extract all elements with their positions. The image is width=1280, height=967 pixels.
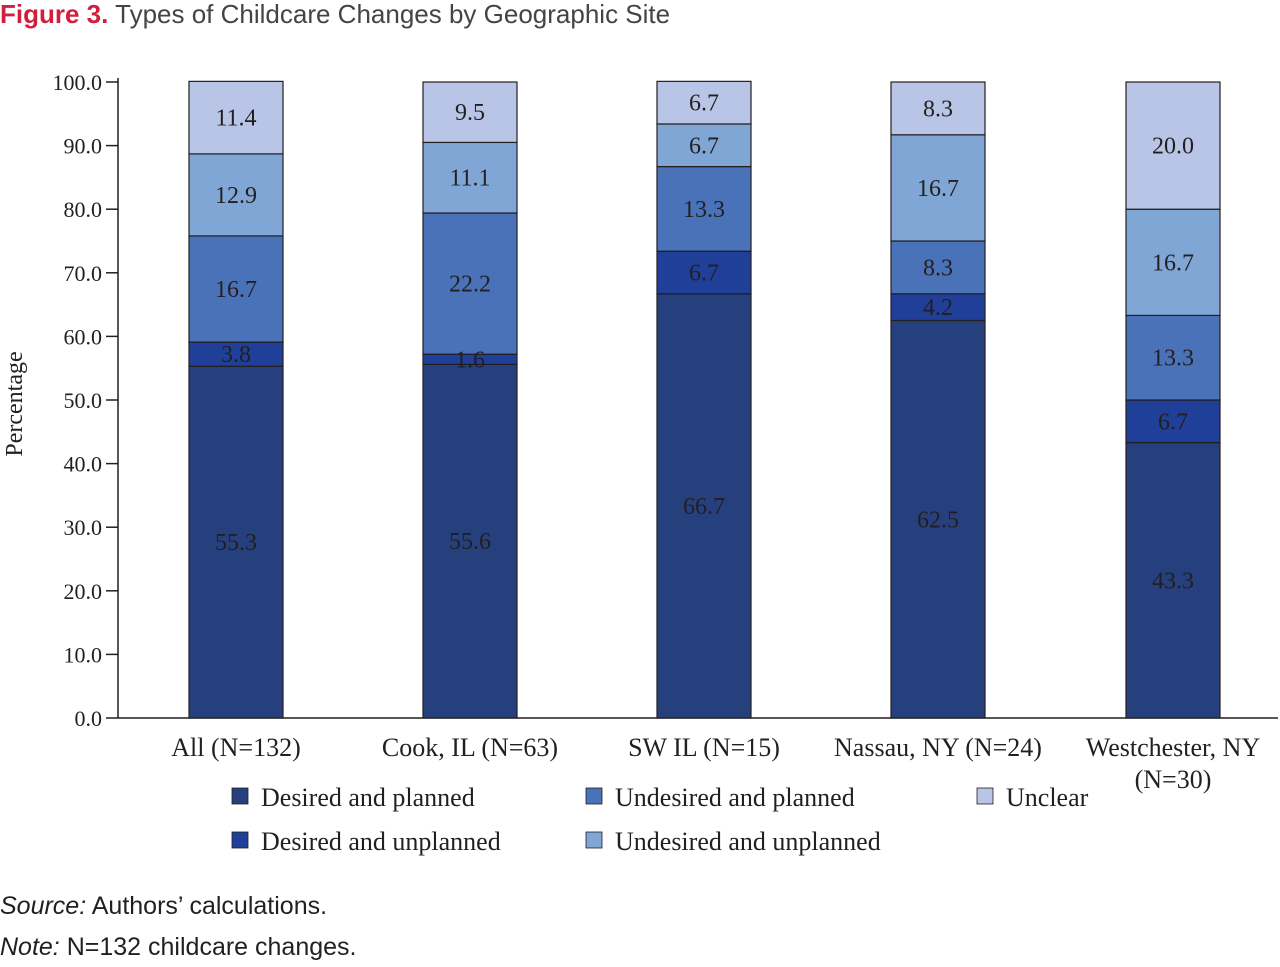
bar-segment	[1125, 208, 1221, 317]
legend-label: Undesired and planned	[615, 783, 855, 812]
legend-swatch	[231, 787, 249, 805]
bar-segment	[890, 240, 986, 295]
y-tick-label: 30.0	[64, 515, 103, 540]
x-category-label: Westchester, NY	[1086, 733, 1261, 762]
data-label: 11.4	[215, 106, 256, 132]
x-category-label: Cook, IL (N=63)	[382, 733, 558, 762]
legend-label: Unclear	[1006, 783, 1089, 812]
data-label: 16.7	[1152, 250, 1194, 276]
bar-segment	[656, 250, 752, 295]
bar-segment	[188, 80, 284, 155]
data-label: 4.2	[923, 295, 953, 321]
bar-segment	[422, 81, 518, 144]
bar-segment	[188, 235, 284, 343]
y-tick-label: 0.0	[75, 706, 103, 731]
bar-segment	[890, 319, 986, 719]
legend-swatch	[585, 787, 603, 805]
bar-segment	[1125, 442, 1221, 719]
data-label: 13.3	[683, 197, 725, 223]
bar-segment	[656, 165, 752, 252]
legend: Desired and planned Desired and unplanned…	[231, 783, 1089, 856]
y-tick-label: 80.0	[64, 197, 103, 222]
data-label: 66.7	[683, 494, 725, 520]
legend-label: Undesired and unplanned	[615, 827, 881, 856]
data-label: 16.7	[917, 176, 959, 202]
note-label: Note:	[0, 933, 60, 961]
data-label: 13.3	[1152, 346, 1194, 372]
y-axis-label: Percentage	[2, 351, 28, 456]
y-tick-label: 50.0	[64, 388, 103, 413]
data-label: 16.7	[215, 277, 257, 303]
bar-segment	[890, 134, 986, 242]
data-label: 55.6	[449, 529, 491, 555]
legend-swatch	[585, 831, 603, 849]
chart-title: Figure 3. Types of Childcare Changes by …	[0, 0, 670, 34]
data-label: 6.7	[1158, 409, 1188, 435]
data-label: 6.7	[689, 133, 719, 159]
bar-segment	[188, 365, 284, 719]
data-label: 55.3	[215, 530, 257, 556]
category-labels: All (N=132) Cook, IL (N=63) SW IL (N=15) Na…	[171, 733, 1260, 794]
x-category-label: SW IL (N=15)	[628, 733, 780, 762]
legend-label: Desired and unplanned	[261, 827, 501, 856]
data-label: 22.2	[449, 272, 491, 298]
data-label: 43.3	[1152, 568, 1194, 594]
data-label: 8.3	[923, 255, 953, 281]
y-tick-label: 100.0	[53, 70, 103, 95]
y-tick-label: 60.0	[64, 324, 103, 349]
bar-segment	[188, 153, 284, 237]
y-tick-label: 70.0	[64, 261, 103, 286]
data-label: 3.8	[221, 342, 251, 368]
bar-segment	[1125, 399, 1221, 444]
data-label: 8.3	[923, 96, 953, 122]
footnote-note: Note: N=132 childcare changes.	[0, 933, 356, 962]
x-category-label: Nassau, NY (N=24)	[834, 733, 1042, 762]
x-category-label-line2: (N=30)	[1135, 765, 1212, 794]
x-category-label: All (N=132)	[171, 733, 300, 762]
bar-segment	[890, 81, 986, 136]
data-label: 12.9	[215, 183, 257, 209]
axes: 0.0 10.0 20.0 30.0 40.0 50.0 60.0 70.0 80.0 90.0 1…	[53, 70, 1278, 731]
data-label: 20.0	[1152, 134, 1194, 160]
bar-segment	[1125, 81, 1221, 210]
bar-segment	[656, 293, 752, 719]
legend-swatch	[231, 831, 249, 849]
data-label: 9.5	[455, 100, 485, 126]
bar-segment	[422, 141, 518, 214]
note-text: N=132 childcare changes.	[59, 933, 357, 961]
source-text: Authors’ calculations.	[86, 892, 328, 920]
figure-title-text: Types of Childcare Changes by Geographic…	[115, 0, 671, 29]
y-tick-label: 40.0	[64, 452, 103, 477]
y-tick-label: 90.0	[64, 134, 103, 159]
source-note: Source: Authors’ calculations.	[0, 892, 327, 921]
legend-swatch	[976, 787, 994, 805]
y-tick-label: 20.0	[64, 579, 103, 604]
data-label: 11.1	[449, 166, 490, 192]
figure-label: Figure 3.	[0, 0, 109, 29]
bar-segment	[422, 363, 518, 719]
data-label: 1.6	[455, 347, 485, 373]
data-label: 62.5	[917, 507, 959, 533]
bars	[188, 80, 1221, 719]
data-label: 6.7	[689, 260, 719, 286]
data-labels: 55.3 3.8 16.7 12.9 11.4 55.6 1.6 22.2 11.1 9.5 66.…	[215, 91, 1194, 595]
bar-segment	[656, 80, 752, 125]
source-label: Source:	[0, 892, 87, 920]
y-tick-label: 10.0	[64, 642, 103, 667]
legend-label: Desired and planned	[261, 783, 475, 812]
data-label: 6.7	[689, 91, 719, 117]
